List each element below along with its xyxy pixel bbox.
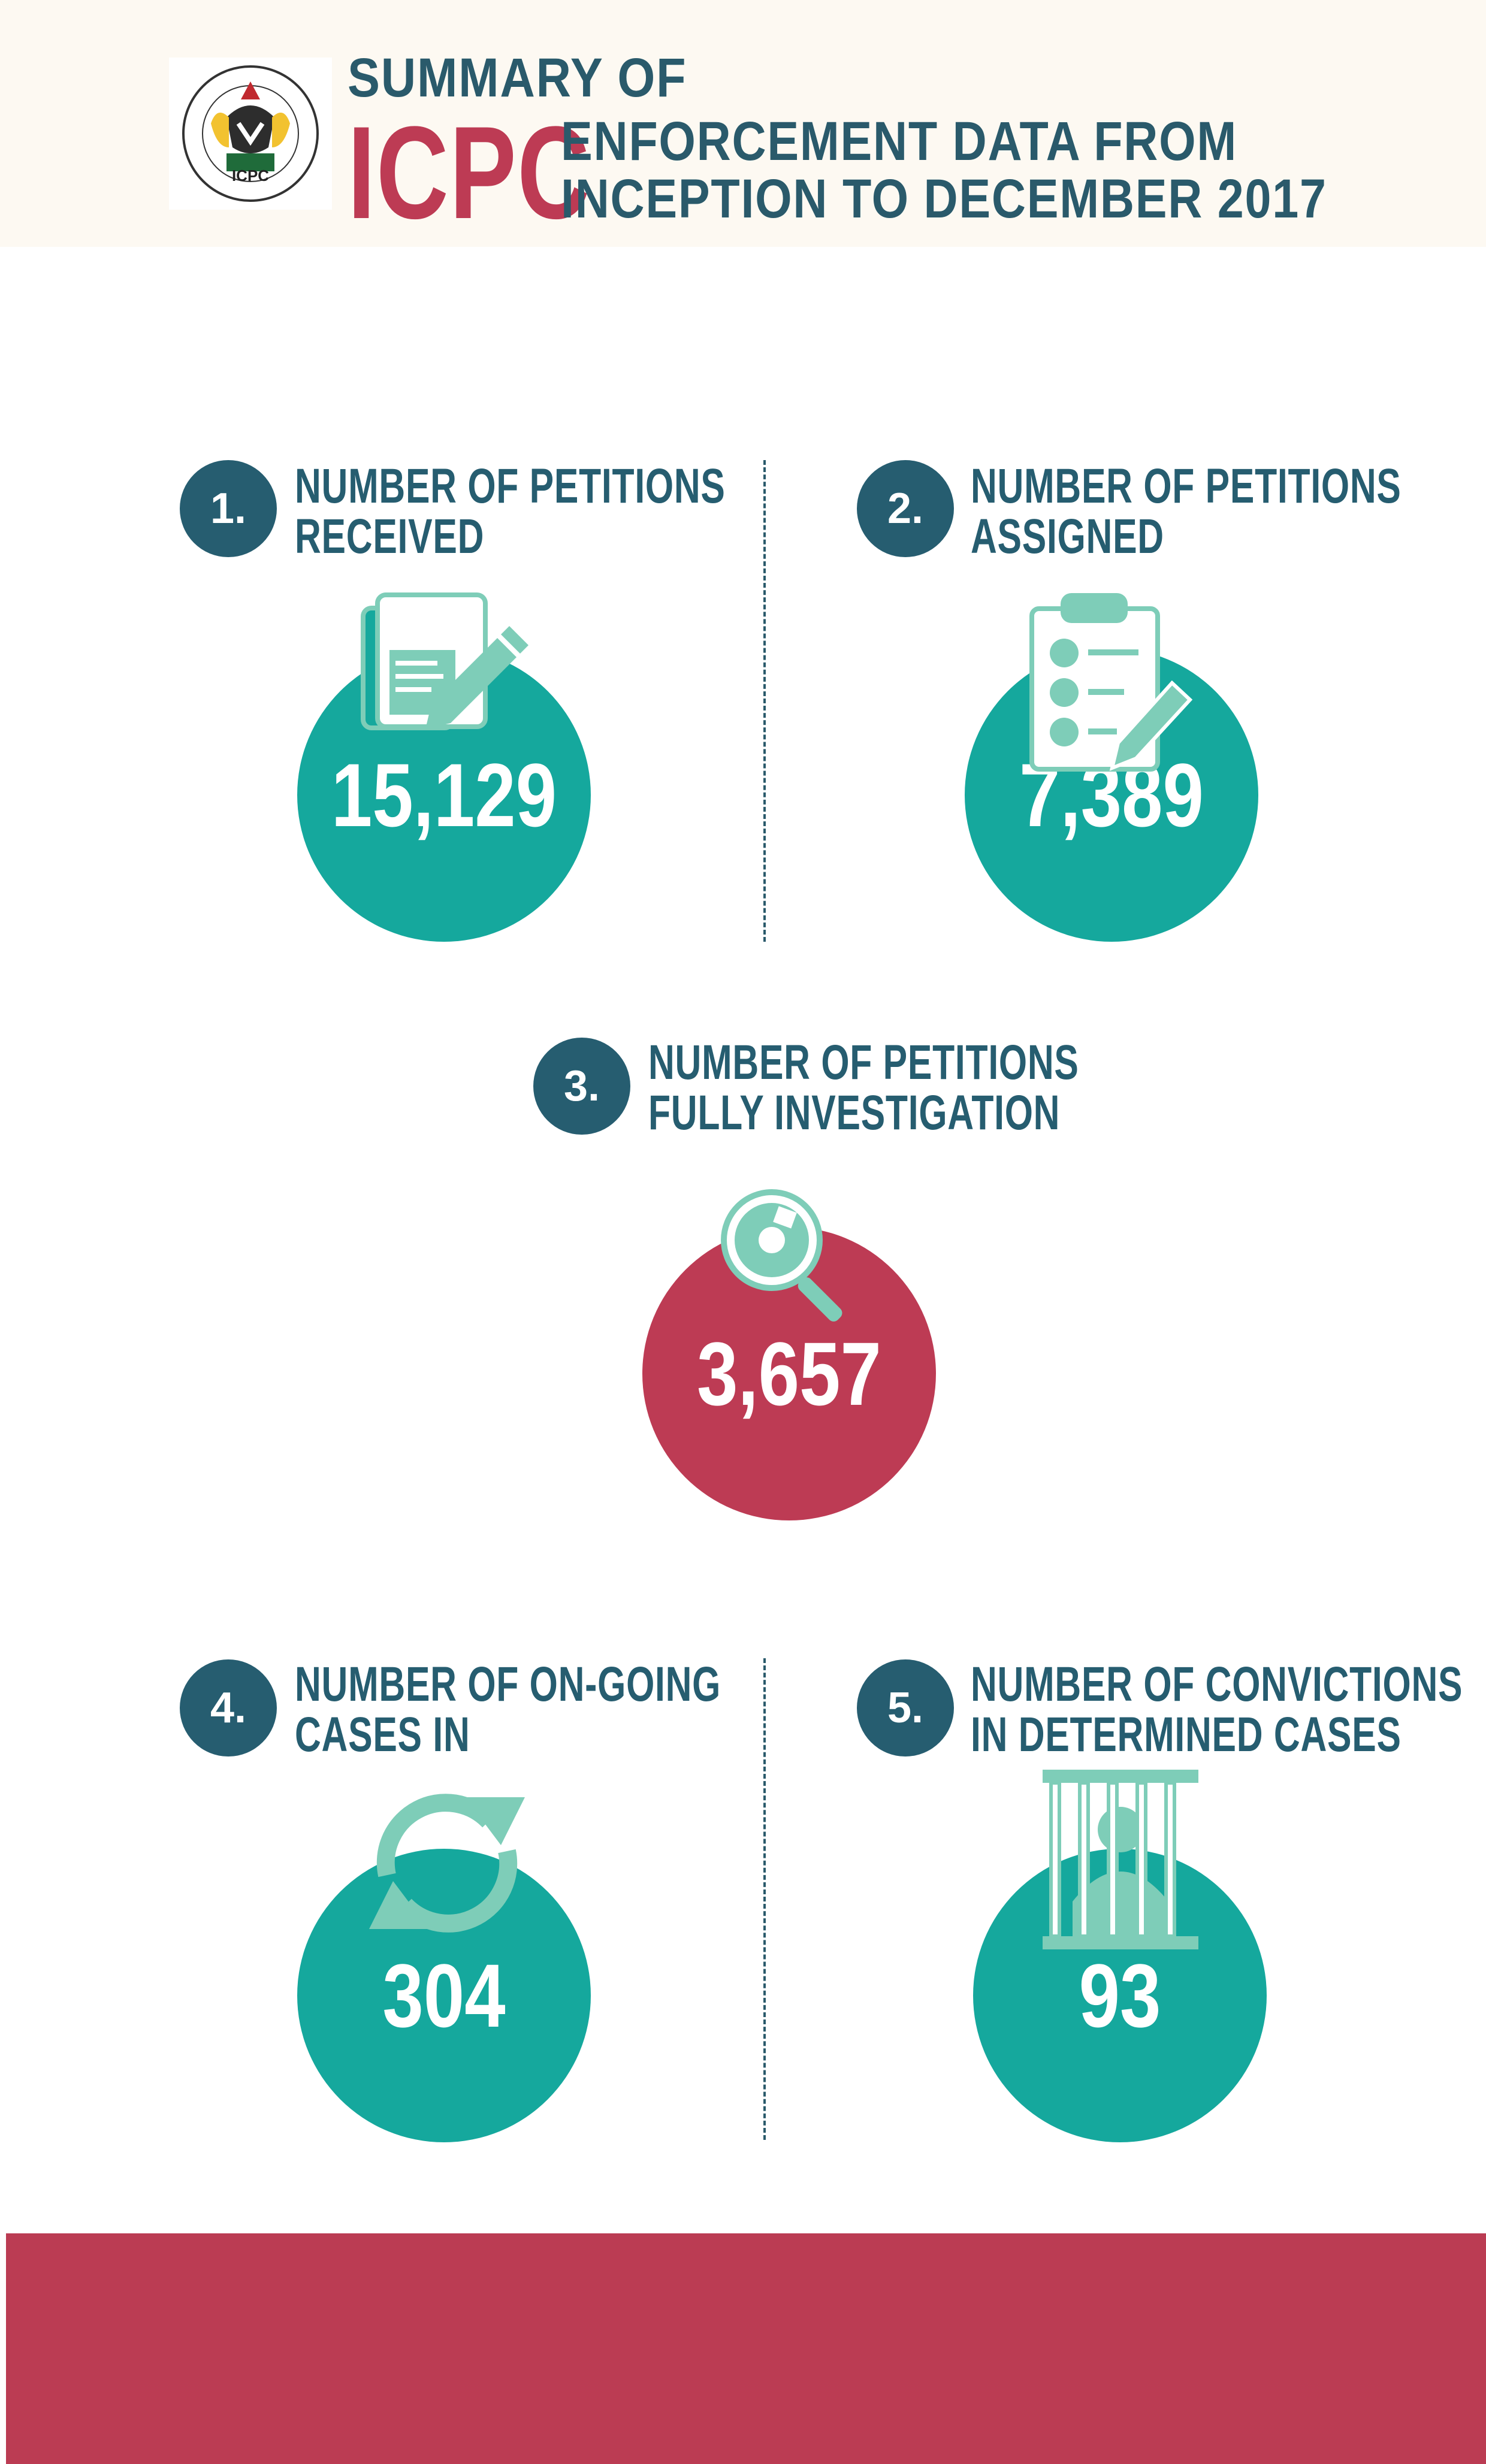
header-band: ICPC SUMMARY OF ICPC ENFORCEMENT DATA FR… xyxy=(0,0,1486,247)
stat-number-badge: 3. xyxy=(533,1038,630,1135)
stat-number-badge: 5. xyxy=(857,1659,954,1756)
document-pen-icon xyxy=(361,592,528,730)
stat-value: 304 xyxy=(382,1945,506,2046)
stat-number-badge: 4. xyxy=(180,1659,277,1756)
refresh-arrows-icon xyxy=(369,1794,525,1933)
stat-label-line1: NUMBER OF PETITIONS xyxy=(648,1035,1079,1090)
stat-label: NUMBER OF PETITIONS RECEIVED xyxy=(295,461,726,562)
stat-label-line2: CASES IN xyxy=(295,1707,470,1762)
title-enforcement: ENFORCEMENT DATA FROM xyxy=(561,111,1238,172)
stat-value-circle: 7,389 xyxy=(965,648,1258,942)
stat-label-line1: NUMBER OF PETITIONS xyxy=(295,459,726,513)
divider-bottom xyxy=(763,1658,766,2140)
clipboard-checklist-icon xyxy=(1029,593,1193,772)
divider-top xyxy=(763,460,766,942)
stat-value-circle: 304 xyxy=(297,1849,591,2142)
stat-number-badge: 2. xyxy=(857,460,954,557)
stat-label-line1: NUMBER OF PETITIONS xyxy=(971,459,1402,513)
stat-label: NUMBER OF PETITIONS FULLY INVESTIGATION xyxy=(648,1038,1079,1138)
stat-label-line2: ASSIGNED xyxy=(971,509,1164,564)
stat-label: NUMBER OF CONVICTIONS IN DETERMINED CASE… xyxy=(971,1659,1463,1760)
stat-label-line2: FULLY INVESTIGATION xyxy=(648,1086,1061,1140)
title-icpc: ICPC xyxy=(348,99,591,246)
stat-label-line2: RECEIVED xyxy=(295,509,485,564)
stat-label: NUMBER OF ON-GOING CASES IN xyxy=(295,1659,721,1760)
title-inception: INCEPTION TO DECEMBER 2017 xyxy=(561,168,1327,229)
icpc-logo: ICPC xyxy=(169,58,332,210)
stat-label-line2: IN DETERMINED CASES xyxy=(971,1707,1402,1762)
footer-band xyxy=(6,2233,1486,2464)
svg-text:ICPC: ICPC xyxy=(232,167,269,185)
stat-label: NUMBER OF PETITIONS ASSIGNED xyxy=(971,461,1402,562)
stat-number-badge: 1. xyxy=(180,460,277,557)
stat-label-line1: NUMBER OF ON-GOING xyxy=(295,1657,721,1712)
prison-bars-icon xyxy=(1043,1770,1198,1949)
icpc-seal-icon: ICPC xyxy=(182,65,319,202)
stat-value: 15,129 xyxy=(331,744,557,845)
stat-value: 3,657 xyxy=(697,1323,881,1424)
stat-value: 93 xyxy=(1079,1945,1161,2046)
magnifier-icon xyxy=(721,1189,842,1322)
title-summary: SUMMARY OF xyxy=(348,47,687,108)
stat-label-line1: NUMBER OF CONVICTIONS xyxy=(971,1657,1463,1712)
